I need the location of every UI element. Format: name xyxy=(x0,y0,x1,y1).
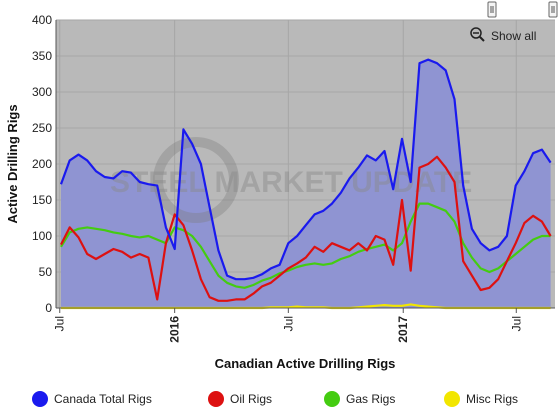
x-tick-label: Jul xyxy=(509,316,523,331)
legend: Canada Total Rigs Oil Rigs Gas Rigs Misc Ri… xyxy=(32,391,518,407)
range-handle-right[interactable] xyxy=(548,1,558,18)
zoom-out-icon xyxy=(470,27,485,42)
legend-item-gas-rigs[interactable]: Gas Rigs xyxy=(324,391,395,407)
legend-marker xyxy=(444,391,460,407)
legend-marker xyxy=(208,391,224,407)
y-tick-label: 150 xyxy=(32,193,52,207)
legend-label: Oil Rigs xyxy=(230,392,272,406)
gas-rigs-line xyxy=(60,202,551,289)
show-all-label: Show all xyxy=(491,29,536,43)
y-tick-label: 250 xyxy=(32,121,52,135)
legend-label: Misc Rigs xyxy=(466,392,518,406)
legend-item-canada-total-rigs[interactable]: Canada Total Rigs xyxy=(32,391,152,407)
x-ticks: Jul 2016 Jul 2017 Jul xyxy=(53,308,523,343)
x-tick-label: 2016 xyxy=(168,316,182,343)
legend-label: Gas Rigs xyxy=(346,392,395,406)
range-handle-left[interactable] xyxy=(487,1,497,18)
legend-marker xyxy=(324,391,340,407)
x-tick-label: Jul xyxy=(281,316,295,331)
canada-total-rigs-line xyxy=(59,58,552,281)
y-tick-label: 400 xyxy=(32,13,52,27)
x-axis-title: Canadian Active Drilling Rigs xyxy=(215,356,396,371)
y-tick-label: 100 xyxy=(32,229,52,243)
canada-total-rigs-area xyxy=(60,59,551,308)
x-tick-label: Jul xyxy=(53,316,67,331)
legend-item-misc-rigs[interactable]: Misc Rigs xyxy=(444,391,518,407)
area-layer xyxy=(60,59,551,308)
legend-label: Canada Total Rigs xyxy=(54,392,152,406)
y-tick-label: 300 xyxy=(32,85,52,99)
legend-item-oil-rigs[interactable]: Oil Rigs xyxy=(208,391,272,407)
y-ticks: 0 50 100 150 200 250 300 350 400 xyxy=(32,13,52,315)
y-tick-label: 0 xyxy=(45,301,52,315)
x-tick-label: 2017 xyxy=(396,316,410,343)
show-all-button[interactable]: Show all xyxy=(470,27,536,43)
y-tick-label: 350 xyxy=(32,49,52,63)
legend-marker xyxy=(32,391,48,407)
y-axis-title: Active Drilling Rigs xyxy=(5,104,20,223)
y-tick-label: 200 xyxy=(32,157,52,171)
y-tick-label: 50 xyxy=(39,265,53,279)
oil-rigs-line xyxy=(60,155,552,302)
watermark-ring xyxy=(153,137,239,223)
